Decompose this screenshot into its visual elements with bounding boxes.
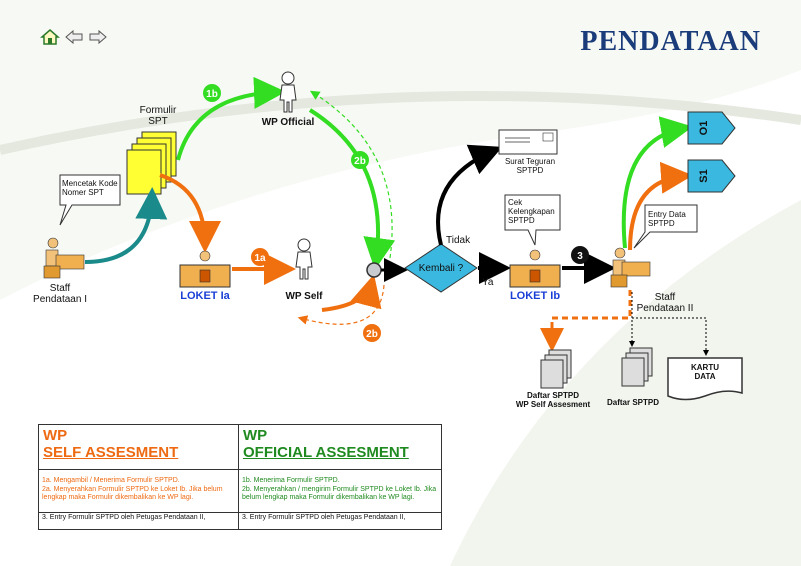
s1-shape <box>687 159 736 193</box>
official-head-1: WP <box>243 427 268 444</box>
junction-circle <box>366 262 382 278</box>
arrow-staff-to-formulir <box>84 187 168 264</box>
self-line-2: 2a. Menyerahkan Formulir SPTPD ke Loket … <box>42 486 223 501</box>
bg-swoosh-line <box>0 91 801 155</box>
wp-official-label: WP Official <box>261 117 315 128</box>
loket-ia-label: LOKET Ia <box>180 290 230 302</box>
self-line-3: 3. Entry Formulir SPTPD oleh Petugas Pen… <box>42 514 206 521</box>
daftar-sptpd-self-label: Daftar SPTPD WP Self Assesment <box>515 391 591 409</box>
arrow-self-to-junction <box>321 274 382 312</box>
self-divider-2 <box>39 512 239 513</box>
official-divider-1 <box>239 469 441 470</box>
mencetak-callout-text: Mencetak Kode Nomer SPT <box>62 179 118 197</box>
arrow-return-official <box>309 90 393 259</box>
arrow-to-s1 <box>628 161 693 251</box>
badge-1b <box>203 84 221 102</box>
home-icon[interactable] <box>40 28 60 46</box>
staff-pendataan-1-label: Staff Pendataan I <box>33 283 87 305</box>
self-head-1: WP <box>43 427 68 444</box>
surat-teguran-icon <box>498 129 558 155</box>
arrow-left-icon[interactable] <box>64 28 84 46</box>
badge-1a <box>251 248 269 266</box>
cek-callout-text: Cek Kelengkapan SPTPD <box>508 198 555 225</box>
official-line-1: 1b. Menerima Formulir SPTPD. <box>242 477 340 484</box>
arrow-formulir-to-loket-ia <box>159 173 221 253</box>
arrow-to-daftar-self <box>540 290 632 352</box>
staff-pendataan-1-icon <box>43 237 85 279</box>
self-line-1: 1a. Mengambil / Menerima Formulir SPTPD. <box>42 477 180 484</box>
arrow-return-self <box>297 284 385 325</box>
badge-2b-top <box>351 151 369 169</box>
official-head-2: OFFICIAL ASSESMENT <box>243 444 409 461</box>
formulir-spt-label: Formulir SPT <box>139 105 177 127</box>
daftar-sptpd-icon <box>621 347 653 387</box>
loket-ib-icon <box>509 249 561 288</box>
o1-shape <box>687 111 736 145</box>
official-assesment-box: WP OFFICIAL ASSESMENT 1b. Menerima Formu… <box>238 424 442 530</box>
daftar-sptpd-label: Daftar SPTPD <box>606 398 659 407</box>
page-title: PENDATAAN <box>580 26 761 57</box>
badge-1b-label: 1b <box>206 89 218 100</box>
arrow-to-kartu <box>632 317 709 356</box>
arrow-tidak <box>436 144 503 246</box>
badge-2b-bottom <box>363 324 381 342</box>
entry-callout-text: Entry Data SPTPD <box>648 210 686 228</box>
decision-label: Kembali ? <box>419 263 464 274</box>
badge-2b-bottom-label: 2b <box>366 329 378 340</box>
self-head-2: SELF ASSESMENT <box>43 444 179 461</box>
o1-label: O1 <box>698 121 710 136</box>
entry-callout <box>633 204 698 249</box>
surat-teguran-label: Surat Teguran SPTPD <box>504 157 556 175</box>
badge-3 <box>571 246 589 264</box>
arrow-1b <box>176 76 286 161</box>
wp-self-person-icon <box>295 238 313 280</box>
kartu-data-shape <box>667 357 743 401</box>
arrow-2b-green <box>308 108 396 270</box>
cek-callout <box>504 194 561 246</box>
official-assesment-heading: WP OFFICIAL ASSESMENT <box>239 425 441 461</box>
self-assesment-box: WP SELF ASSESMENT 1a. Mengambil / Meneri… <box>38 424 240 530</box>
formulir-spt-icon <box>126 131 177 195</box>
ya-label: Ya <box>482 277 494 288</box>
arrow-to-o1 <box>621 116 693 249</box>
loket-ia-icon <box>179 250 231 288</box>
badge-3-label: 3 <box>577 251 583 262</box>
official-divider-2 <box>239 512 441 513</box>
s1-label: S1 <box>698 169 710 182</box>
nav-bar <box>40 28 108 46</box>
arrow-right-icon[interactable] <box>88 28 108 46</box>
badge-1a-label: 1a <box>254 253 266 264</box>
self-assesment-heading: WP SELF ASSESMENT <box>39 425 239 461</box>
official-line-2: 2b. Menyerahkan / mengirim Formulir SPTP… <box>242 486 437 501</box>
loket-ib-label: LOKET Ib <box>509 290 561 302</box>
kartu-data-label: KARTU DATA <box>691 363 719 381</box>
official-line-3: 3. Entry Formulir SPTPD oleh Petugas Pen… <box>242 514 406 521</box>
staff-pendataan-2-label: Staff Pendataan II <box>636 292 694 314</box>
daftar-sptpd-self-icon <box>540 349 572 389</box>
mencetak-callout <box>59 174 121 226</box>
decision-diamond <box>404 243 478 293</box>
staff-pendataan-2-icon <box>610 247 651 288</box>
tidak-label: Tidak <box>446 235 471 246</box>
self-divider-1 <box>39 469 239 470</box>
wp-self-label: WP Self <box>285 291 323 302</box>
badge-2b-top-label: 2b <box>354 156 366 167</box>
bg-swoosh-1 <box>0 0 801 300</box>
wp-official-person-icon <box>279 71 297 113</box>
